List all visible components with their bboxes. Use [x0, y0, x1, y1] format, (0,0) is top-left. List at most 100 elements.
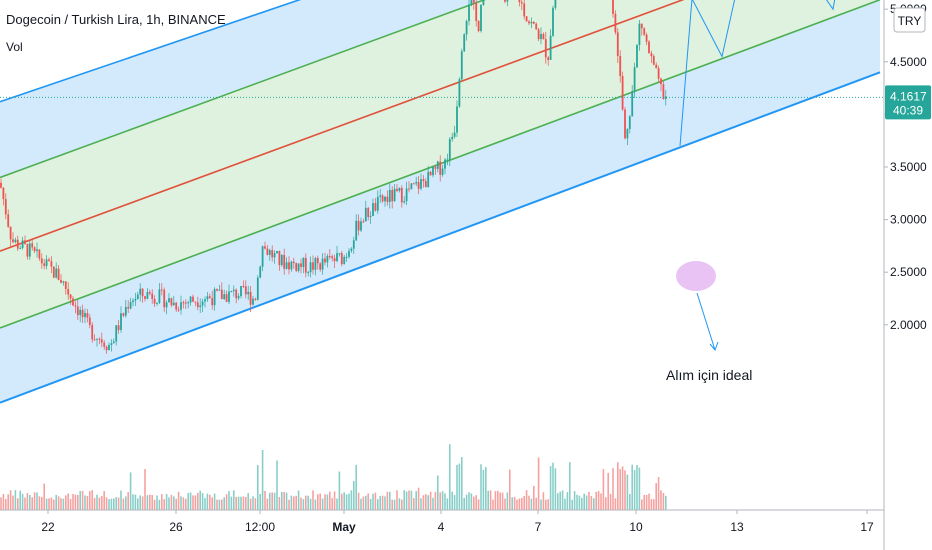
volume-bar [554, 468, 557, 510]
candle [84, 313, 86, 318]
candle [547, 57, 550, 60]
volume-bar [182, 497, 185, 510]
chart-title: Dogecoin / Turkish Lira, 1h, BINANCE [6, 12, 226, 27]
volume-bar [103, 491, 105, 510]
volume-bar [566, 492, 569, 510]
volume-bar [261, 450, 264, 510]
candle [184, 302, 187, 304]
volume-bar [605, 497, 607, 510]
volume-bar [158, 499, 161, 510]
candle [223, 294, 226, 300]
volume-bar [225, 494, 228, 510]
volume-bar [513, 496, 516, 510]
candle [271, 250, 274, 258]
volume-bar [242, 496, 245, 510]
volume-bar [245, 496, 247, 510]
price-tick-label: 3.5000 [890, 160, 927, 174]
volume-bar [420, 498, 422, 510]
candle [110, 343, 113, 345]
time-tick-label: 7 [535, 520, 542, 534]
candle [520, 2, 523, 4]
candle [204, 299, 206, 302]
candle [388, 189, 391, 202]
volume-bar [595, 491, 597, 510]
volume-bar [561, 490, 564, 510]
volume-bar [252, 496, 254, 510]
candle [74, 305, 77, 307]
candle [648, 41, 650, 54]
volume-bar [218, 499, 221, 510]
volume-bar [26, 493, 29, 510]
volume-bar [609, 493, 612, 510]
price-tick-label: 2.0000 [890, 318, 927, 332]
volume-bar [619, 469, 621, 510]
volume-bar [391, 499, 393, 510]
volume-bar [192, 495, 194, 510]
volume-bar [259, 494, 261, 510]
candle [357, 220, 360, 231]
volume-bar [614, 498, 617, 510]
volume-bar [600, 493, 602, 510]
candle [91, 324, 94, 340]
volume-bar [401, 499, 403, 510]
volume-bar [221, 499, 223, 510]
volume-bar [57, 496, 60, 510]
volume-bar [624, 470, 626, 510]
candle [525, 16, 528, 22]
candle [62, 281, 65, 283]
candle [189, 296, 192, 303]
volume-bar [165, 493, 168, 510]
volume-bar [55, 494, 57, 510]
currency-button[interactable]: TRY [893, 7, 926, 33]
candle [163, 289, 166, 308]
candle [124, 306, 127, 316]
volume-bar [458, 463, 461, 510]
candle [9, 226, 12, 240]
volume-bar [132, 494, 134, 510]
currency-button-label[interactable]: TRY [898, 14, 922, 28]
volume-bar [19, 490, 21, 510]
volume-bar [410, 490, 413, 510]
candle [439, 161, 442, 175]
volume-bar [300, 497, 302, 510]
volume-bar [149, 494, 151, 510]
candle [436, 161, 439, 169]
candle [345, 256, 348, 258]
candle [482, 0, 485, 5]
candle [384, 196, 386, 202]
candle [444, 159, 446, 169]
volume-bar [302, 499, 305, 510]
volume-bar [9, 490, 12, 510]
channel-upper-inner-line [0, 0, 487, 179]
volume-bar [645, 494, 648, 510]
candle [410, 183, 413, 190]
volume-bar [74, 494, 77, 510]
candle [616, 32, 619, 56]
price-tick-label: 3.0000 [890, 213, 927, 227]
candle [235, 289, 238, 299]
volume-bar [125, 496, 127, 510]
volume-bar [597, 490, 600, 510]
candle [175, 302, 178, 310]
candle [33, 247, 36, 252]
channel-lower-line [0, 71, 881, 404]
candle [244, 286, 247, 295]
candle [456, 106, 458, 133]
volume-bar [660, 490, 662, 510]
volume-bar [655, 483, 657, 510]
candle [170, 298, 173, 306]
volume-bar [65, 495, 67, 510]
candle [429, 171, 432, 176]
candle [535, 23, 538, 30]
candle [206, 296, 209, 300]
candle [381, 195, 384, 202]
currency-button-frame[interactable] [893, 7, 926, 33]
candle [139, 288, 142, 295]
volume-bar [504, 498, 506, 510]
candle [420, 179, 422, 189]
volume-bar [427, 495, 429, 510]
candle [465, 20, 468, 35]
volume-bar [312, 490, 314, 510]
candle [199, 305, 202, 308]
